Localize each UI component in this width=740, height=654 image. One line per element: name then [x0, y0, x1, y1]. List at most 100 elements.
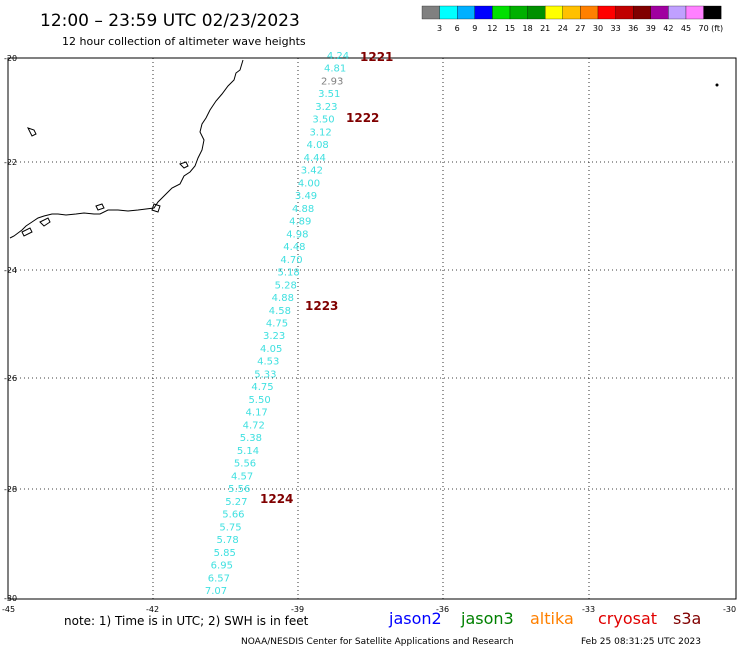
wave-height-label: 4.44	[304, 153, 326, 164]
color-swatch	[421, 5, 440, 20]
time-label: 1224	[260, 492, 293, 506]
wave-height-label: 3.42	[301, 166, 323, 177]
satellite-legend: jason2 jason3 altika cryosat s3a	[388, 609, 701, 628]
wave-height-label: 4.70	[280, 255, 302, 266]
color-swatch	[633, 5, 651, 20]
lon-tick-label: -36	[436, 605, 449, 614]
wave-height-label: 5.85	[214, 548, 236, 559]
color-scale-label: 39	[646, 24, 656, 33]
time-labels: 1221 1222 1223 1224	[260, 50, 393, 506]
wave-height-label: 6.95	[211, 561, 233, 572]
color-scale-label: 33	[611, 24, 621, 33]
timestamp-text: Feb 25 08:31:25 UTC 2023	[581, 637, 701, 647]
color-scale-label: 6	[455, 24, 460, 33]
wave-height-label: 2.93	[321, 76, 343, 87]
color-swatch	[457, 5, 475, 20]
color-scale-label: 36	[628, 24, 638, 33]
color-scale-label: 3	[437, 24, 442, 33]
lon-tick-label: -33	[582, 605, 595, 614]
satellite-altika: altika	[530, 609, 574, 628]
color-scale-label: 9	[472, 24, 477, 33]
lon-tick-label: -45	[2, 605, 15, 614]
wave-height-label: 5.75	[219, 522, 241, 533]
time-label: 1222	[346, 111, 379, 125]
wave-height-label: 4.75	[251, 382, 273, 393]
wave-height-label: 3.12	[309, 127, 331, 138]
time-label: 1221	[360, 50, 393, 64]
color-scale-label: 42	[663, 24, 673, 33]
wave-height-label: 4.00	[298, 178, 320, 189]
lat-tick-label: -24	[4, 266, 17, 275]
satellite-jason3: jason3	[460, 609, 514, 628]
wave-height-label: 4.53	[257, 357, 279, 368]
color-swatch	[439, 5, 458, 20]
wave-height-label: 5.50	[248, 395, 270, 406]
color-scale-label: 24	[558, 24, 568, 33]
wave-height-label: 4.57	[231, 471, 253, 482]
coastline	[9, 59, 244, 239]
map-frame	[7, 57, 737, 600]
wave-height-label: 5.38	[240, 433, 262, 444]
map-subtitle: 12 hour collection of altimeter wave hei…	[62, 35, 306, 48]
color-swatch	[545, 5, 563, 20]
color-swatch	[615, 5, 634, 20]
color-swatch	[580, 5, 599, 20]
color-scale-unit: (ft)	[711, 24, 723, 33]
wave-height-label: 4.24	[327, 51, 349, 62]
wave-height-label: 6.57	[208, 573, 230, 584]
wave-height-label: 5.78	[216, 535, 238, 546]
color-scale-label: 30	[593, 24, 603, 33]
map-title: 12:00 – 23:59 UTC 02/23/2023	[40, 11, 300, 31]
lon-tick-label: -30	[723, 605, 736, 614]
wave-height-label: 4.75	[266, 319, 288, 330]
wave-height-label: 5.56	[234, 459, 256, 470]
color-scale-label: 12	[487, 24, 497, 33]
wave-height-label: 3.23	[315, 102, 337, 113]
wave-height-label: 4.05	[260, 344, 282, 355]
color-swatch	[474, 5, 493, 20]
color-scale-label: 21	[540, 24, 550, 33]
color-swatch	[562, 5, 581, 20]
lat-tick-label: -22	[4, 158, 17, 167]
credit-text: NOAA/NESDIS Center for Satellite Applica…	[241, 637, 514, 647]
time-label: 1223	[305, 299, 338, 313]
color-swatch	[703, 5, 722, 20]
lat-tick-label: -20	[4, 54, 17, 63]
altimeter-track: 4.24 4.812.93 3.51 3.23 3.503.12 4.08 4.44 3.42…	[205, 51, 349, 597]
wave-height-label: 3.51	[318, 89, 340, 100]
color-swatch	[597, 5, 616, 20]
wave-height-label: 4.58	[269, 306, 291, 317]
wave-height-label: 7.07	[205, 586, 227, 597]
lon-tick-label: -39	[291, 605, 304, 614]
color-scale-label: 15	[505, 24, 515, 33]
lat-tick-label: -30	[4, 594, 17, 603]
wave-height-label: 3.50	[312, 115, 334, 126]
wave-height-label: 5.33	[254, 369, 276, 380]
wave-height-label: 5.27	[225, 497, 247, 508]
color-swatch	[492, 5, 511, 20]
satellite-s3a: s3a	[673, 609, 701, 628]
lat-tick-label: -26	[4, 374, 17, 383]
lon-tick-label: -42	[146, 605, 159, 614]
wave-height-label: 4.81	[324, 64, 346, 75]
color-swatch	[650, 5, 669, 20]
wave-height-label: 5.28	[275, 280, 297, 291]
wave-height-label: 3.49	[295, 191, 317, 202]
color-scale-label: 70	[699, 24, 709, 33]
color-scale-label: 45	[681, 24, 691, 33]
wave-height-label: 4.17	[246, 408, 268, 419]
satellite-cryosat: cryosat	[598, 609, 657, 628]
color-swatch	[685, 5, 704, 20]
wave-height-label: 4.89	[289, 217, 311, 228]
color-swatch	[509, 5, 528, 20]
color-swatch	[527, 5, 546, 20]
island-marker	[715, 83, 719, 87]
wave-height-label: 4.08	[307, 140, 329, 151]
color-scale-legend: 3 6 9 12 15 18 21 24 27 30 33 36 39 42 45 70 (ft)	[421, 5, 723, 33]
wave-height-label: 5.66	[222, 510, 244, 521]
lat-tick-label: -28	[4, 485, 17, 494]
wave-height-label: 4.48	[283, 242, 305, 253]
wave-height-label: 4.88	[272, 293, 294, 304]
wave-height-label: 4.72	[243, 420, 265, 431]
